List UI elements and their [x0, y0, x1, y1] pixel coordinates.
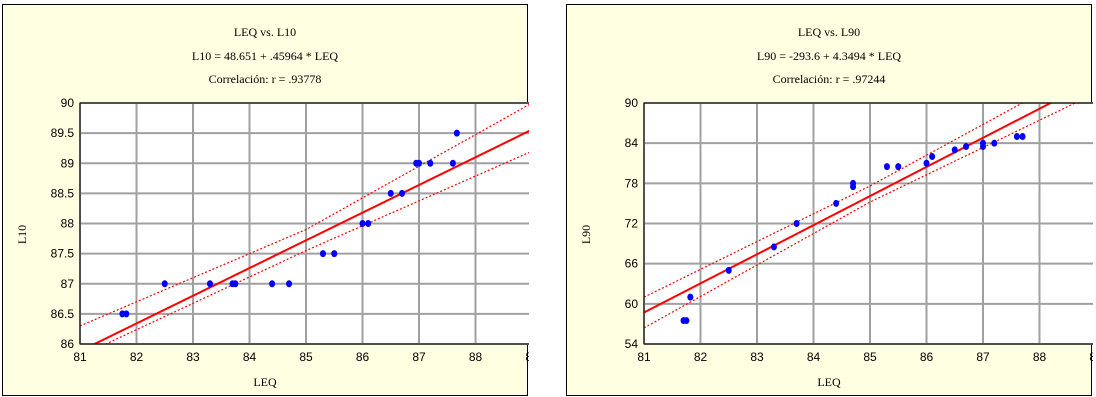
data-point — [365, 220, 372, 227]
plot-content — [644, 103, 1077, 329]
data-point — [399, 189, 406, 197]
x-tick-label: 86 — [920, 350, 934, 364]
data-point — [206, 280, 213, 288]
x-tick-label: 84 — [243, 350, 257, 364]
data-point — [725, 266, 732, 274]
x-tick-label: 82 — [130, 350, 144, 364]
confidence-band-lower — [644, 103, 1077, 329]
data-point — [123, 310, 130, 318]
correlation-text: Correlación: r = .97244 — [772, 72, 886, 86]
y-tick-label: 90 — [61, 96, 75, 110]
data-point — [453, 129, 460, 137]
x-axis-label: LEQ — [253, 375, 277, 389]
data-point — [980, 143, 986, 151]
chart-title: LEQ vs. L10 — [233, 25, 297, 39]
data-point — [991, 139, 998, 147]
data-point — [286, 280, 293, 288]
data-point — [269, 280, 276, 288]
x-tick-label: 87 — [976, 350, 990, 364]
data-point — [331, 250, 338, 258]
confidence-band-upper — [80, 103, 529, 327]
y-tick-label: 88.5 — [51, 186, 75, 200]
y-tick-label: 90 — [625, 96, 639, 110]
plot-frame — [643, 102, 1093, 345]
data-point — [883, 163, 890, 171]
y-tick-label: 87 — [61, 277, 75, 291]
y-tick-label: 72 — [625, 217, 639, 231]
data-point — [833, 199, 840, 207]
data-point — [929, 153, 936, 161]
confidence-band-lower — [104, 151, 529, 344]
x-tick-label: 85 — [299, 350, 313, 364]
chart-panel-l90: LEQ vs. L90 L90 = -293.6 + 4.3494 * LEQ … — [566, 4, 1093, 396]
data-point — [770, 243, 777, 251]
y-tick-label: 66 — [625, 257, 639, 271]
x-tick-label: 88 — [469, 350, 483, 364]
x-tick-label: 86 — [356, 350, 370, 364]
regression-equation: L90 = -293.6 + 4.3494 * LEQ — [756, 49, 902, 63]
data-point — [319, 250, 326, 258]
y-tick-label: 87.5 — [51, 247, 75, 261]
x-tick-label: 84 — [807, 350, 821, 364]
x-tick-label: 83 — [186, 350, 200, 364]
x-tick-label: 88 — [1033, 350, 1047, 364]
y-tick-label: 54 — [625, 337, 639, 351]
regression-line — [92, 129, 529, 344]
data-point — [161, 280, 168, 288]
y-tick-label: 86.5 — [51, 307, 75, 321]
x-tick-label: 85 — [863, 350, 877, 364]
y-tick-label: 86 — [61, 337, 75, 351]
chart-panel-l10: LEQ vs. L10 L10 = 48.651 + .45964 * LEQ … — [2, 4, 529, 396]
plot-frame — [79, 102, 529, 345]
data-point — [963, 143, 970, 151]
x-tick-label: 83 — [750, 350, 764, 364]
data-point — [951, 146, 958, 154]
y-tick-label: 78 — [625, 176, 639, 190]
data-point — [687, 293, 694, 301]
x-tick-label: 81 — [73, 350, 87, 364]
x-tick-label: 87 — [412, 350, 426, 364]
data-point — [850, 179, 857, 187]
x-tick-label: 82 — [694, 350, 708, 364]
regression-equation: L10 = 48.651 + .45964 * LEQ — [191, 49, 339, 63]
data-point — [232, 280, 239, 288]
data-point — [793, 220, 800, 227]
y-axis-label: L10 — [15, 224, 30, 245]
data-point — [1019, 132, 1026, 140]
chart-title: LEQ vs. L90 — [797, 25, 861, 39]
y-tick-label: 60 — [625, 297, 639, 311]
y-tick-label: 89.5 — [51, 126, 75, 140]
y-axis-label: L90 — [579, 224, 594, 245]
data-point — [683, 317, 690, 325]
x-tick-label: 81 — [637, 350, 651, 364]
plot-area: 81 82 83 84 85 86 87 88 89 86 86.5 87 87.5 88 88.5 89 89… — [51, 96, 529, 364]
x-tick-label: 89 — [525, 350, 529, 364]
data-point — [427, 159, 434, 167]
correlation-text: Correlación: r = .93778 — [208, 72, 322, 86]
data-point — [923, 159, 930, 167]
data-point — [449, 159, 456, 167]
data-point — [895, 163, 902, 171]
plot-area: 81 82 83 84 85 86 87 88 89 54 60 66 72 78 84 90 — [625, 96, 1093, 364]
regression-line — [644, 103, 1053, 314]
y-tick-label: 89 — [61, 156, 75, 170]
plot-content — [80, 103, 529, 344]
data-point — [1013, 132, 1020, 140]
x-axis-label: LEQ — [817, 375, 841, 389]
data-point — [387, 189, 394, 197]
data-point — [359, 220, 366, 227]
y-tick-label: 84 — [625, 136, 639, 150]
y-tick-label: 88 — [61, 217, 75, 231]
data-point — [416, 159, 422, 167]
x-tick-label: 89 — [1089, 350, 1093, 364]
